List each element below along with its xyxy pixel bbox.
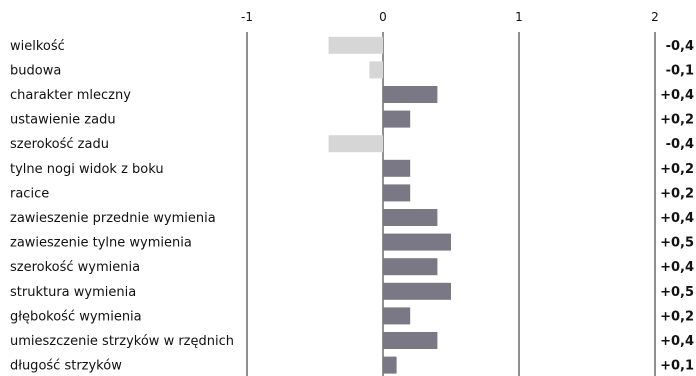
x-tick-label: 0 [379, 10, 387, 24]
value-label: -0,4 [666, 39, 694, 54]
category-label: ustawienie zadu [10, 113, 116, 128]
value-label: +0,2 [660, 186, 694, 201]
bar [328, 36, 383, 54]
category-label: szerokość zadu [10, 137, 109, 152]
category-label: zawieszenie przednie wymienia [10, 211, 216, 226]
bar [383, 86, 438, 103]
category-label: racice [10, 186, 49, 201]
category-label: głębokość wymienia [10, 309, 142, 324]
bar [383, 209, 438, 226]
value-label: -0,1 [666, 63, 694, 78]
value-label: +0,4 [660, 334, 694, 349]
category-label: szerokość wymienia [10, 260, 140, 275]
value-label: +0,2 [660, 309, 694, 324]
value-label: +0,4 [660, 260, 694, 275]
bars [328, 36, 451, 374]
value-labels: -0,4 -0,1 +0,4 +0,2 -0,4 +0,2 +0,2 +0,4 +0,5 +0,4… [660, 39, 694, 374]
category-label: zawieszenie tylne wymienia [10, 236, 192, 251]
value-label: +0,4 [660, 88, 694, 103]
x-tick-label: 2 [651, 10, 659, 24]
x-axis-ticks: -1 0 1 2 [241, 10, 659, 24]
value-label: +0,5 [660, 236, 694, 251]
value-label: -0,4 [666, 137, 694, 152]
bar [383, 184, 411, 202]
category-label: tylne nogi widok z boku [10, 162, 164, 177]
category-label: struktura wymienia [10, 285, 136, 300]
category-label: charakter mleczny [10, 88, 131, 103]
category-label: wielkość [10, 39, 65, 54]
bar [383, 307, 411, 325]
category-label: długość strzyków [10, 359, 122, 374]
x-tick-label: 1 [515, 10, 523, 24]
gridlines [246, 32, 656, 376]
bar [383, 282, 451, 300]
value-label: +0,1 [660, 359, 694, 374]
bar [383, 258, 438, 276]
bar [328, 135, 383, 153]
bar [383, 110, 411, 128]
category-label: budowa [10, 63, 61, 78]
category-label: umieszczenie strzyków w rzędnich [10, 334, 234, 349]
value-label: +0,5 [660, 285, 694, 300]
category-labels: wielkość budowa charakter mleczny ustawieni… [10, 39, 234, 374]
bar [383, 233, 451, 251]
bar [383, 332, 438, 349]
value-label: +0,2 [660, 113, 694, 128]
bar [383, 159, 411, 177]
x-tick-label: -1 [241, 10, 253, 24]
bar [383, 356, 397, 374]
bar [369, 61, 383, 79]
value-label: +0,2 [660, 162, 694, 177]
value-label: +0,4 [660, 211, 694, 226]
